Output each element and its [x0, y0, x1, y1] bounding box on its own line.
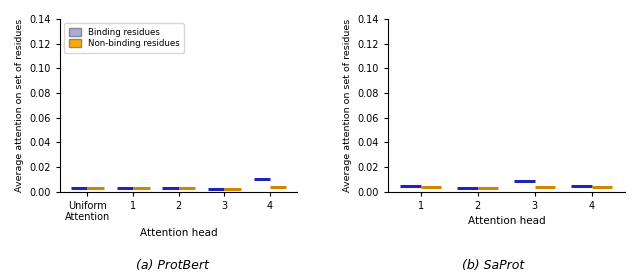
Y-axis label: Average attention on set of residues: Average attention on set of residues [342, 19, 351, 192]
Text: (a) ProtBert: (a) ProtBert [136, 259, 209, 272]
Legend: Binding residues, Non-binding residues: Binding residues, Non-binding residues [65, 23, 184, 52]
Y-axis label: Average attention on set of residues: Average attention on set of residues [15, 19, 24, 192]
X-axis label: Attention head: Attention head [140, 228, 218, 238]
Text: (b) SaProt: (b) SaProt [461, 259, 524, 272]
X-axis label: Attention head: Attention head [467, 216, 545, 226]
